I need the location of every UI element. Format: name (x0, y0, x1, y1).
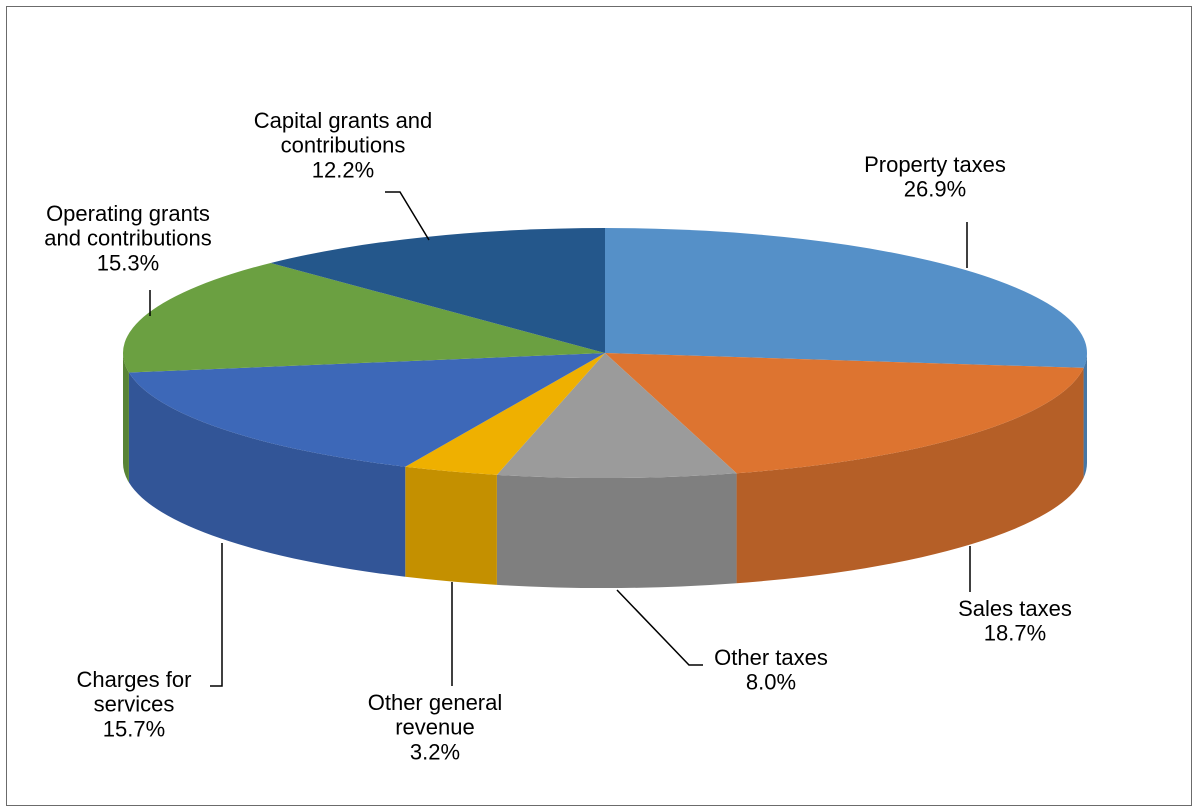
pie-slices (123, 228, 1088, 478)
slice-property-taxes (605, 228, 1088, 368)
pie-side-walls (123, 353, 1087, 589)
slice-charges-for-services (128, 353, 606, 467)
data-label-other-taxes: Other taxes 8.0% (714, 645, 828, 695)
data-label-other-general-revenue: Other general revenue 3.2% (368, 690, 503, 764)
leader-line-capital-grants-and-contributions (385, 191, 430, 241)
side-other-general-revenue (405, 466, 497, 585)
side-charges-for-services (128, 372, 406, 577)
slice-capital-grants-and-contributions (270, 228, 605, 353)
data-label-operating-grants-and-contributions: Operating grants and contributions 15.3% (44, 201, 212, 275)
leader-line-charges-for-services (210, 543, 223, 687)
slice-operating-grants-and-contributions (123, 262, 605, 373)
data-label-property-taxes: Property taxes 26.9% (864, 152, 1006, 202)
data-label-charges-for-services: Charges for services 15.7% (77, 667, 192, 741)
side-other-taxes (496, 473, 737, 589)
side-operating-grants-and-contributions (123, 353, 129, 483)
data-label-sales-taxes: Sales taxes 18.7% (958, 596, 1072, 646)
slice-other-taxes (496, 353, 737, 478)
slice-sales-taxes (605, 353, 1084, 474)
data-labels: Property taxes 26.9% Sales taxes 18.7% Other… (44, 108, 1072, 764)
side-property-taxes (1083, 353, 1087, 478)
leader-line-other-taxes (616, 589, 703, 666)
side-sales-taxes (736, 367, 1084, 584)
data-label-capital-grants-and-contributions: Capital grants and contributions 12.2% (254, 108, 433, 182)
slice-other-general-revenue (405, 353, 605, 475)
